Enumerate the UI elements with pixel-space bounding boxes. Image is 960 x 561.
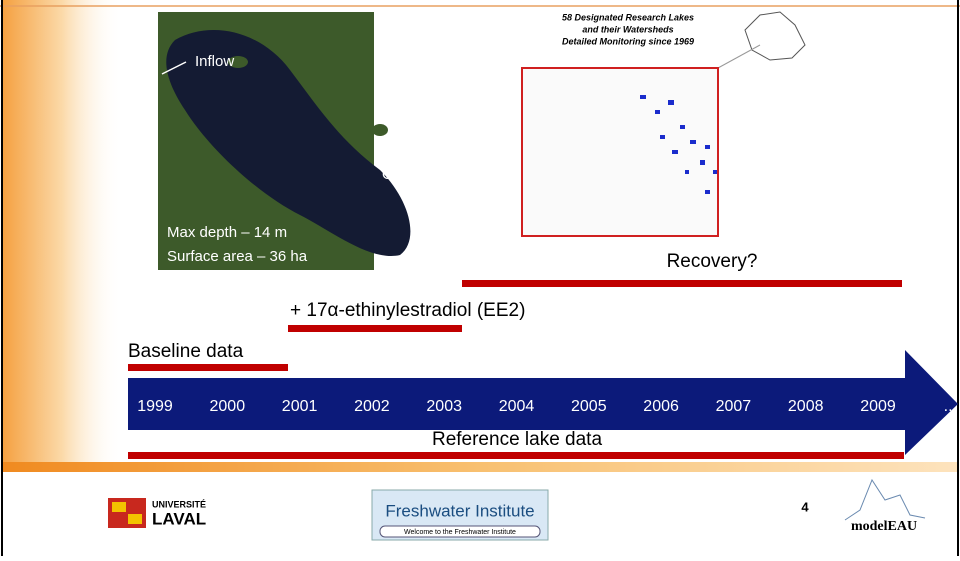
background	[0, 0, 960, 556]
bottom-band	[2, 462, 958, 472]
year-label: 2003	[426, 398, 462, 415]
year-label: 2002	[354, 398, 390, 415]
recovery-label: Recovery?	[667, 251, 758, 272]
year-label: 2006	[643, 398, 679, 415]
year-label: 2001	[282, 398, 318, 415]
laval-text: LAVAL	[152, 509, 206, 528]
year-label: 2000	[210, 398, 246, 415]
page-number: 4	[801, 499, 809, 514]
slide: Inflow Outflow Max depth – 14 m Surface …	[0, 0, 960, 556]
laval-logo: UNIVERSITÉ LAVAL	[108, 498, 206, 528]
year-label: 2007	[716, 398, 752, 415]
year-label: 2004	[499, 398, 535, 415]
map-caption: 58 Designated Research Lakes	[562, 12, 694, 22]
recovery-bar	[462, 280, 902, 287]
year-label: 2008	[788, 398, 824, 415]
treatment-label: + 17α-ethinylestradiol (EE2)	[290, 300, 525, 321]
year-label: ...	[944, 398, 957, 415]
institute-tagline: Welcome to the Freshwater Institute	[404, 529, 516, 536]
area-label: Surface area – 36 ha	[167, 248, 308, 265]
left-decoration	[2, 0, 122, 470]
reference-bar	[128, 452, 904, 459]
institute-banner: Freshwater Institute Welcome to the Fres…	[372, 490, 548, 540]
map-caption: Detailed Monitoring since 1969	[562, 36, 694, 46]
reference-label: Reference lake data	[432, 429, 602, 450]
institute-name: Freshwater Institute	[385, 501, 534, 520]
modeleau-logo: modelEAU	[851, 519, 917, 534]
baseline-label: Baseline data	[128, 341, 244, 362]
laval-text: UNIVERSITÉ	[152, 499, 206, 509]
baseline-bar	[128, 364, 288, 371]
depth-label: Max depth – 14 m	[167, 224, 287, 241]
inflow-label: Inflow	[195, 53, 234, 70]
treatment-bar	[288, 325, 462, 332]
year-label: 2005	[571, 398, 607, 415]
map-caption: and their Watersheds	[582, 24, 673, 34]
outflow-label: Outflow	[382, 166, 433, 183]
year-label: 2009	[860, 398, 896, 415]
year-label: 1999	[137, 398, 173, 415]
